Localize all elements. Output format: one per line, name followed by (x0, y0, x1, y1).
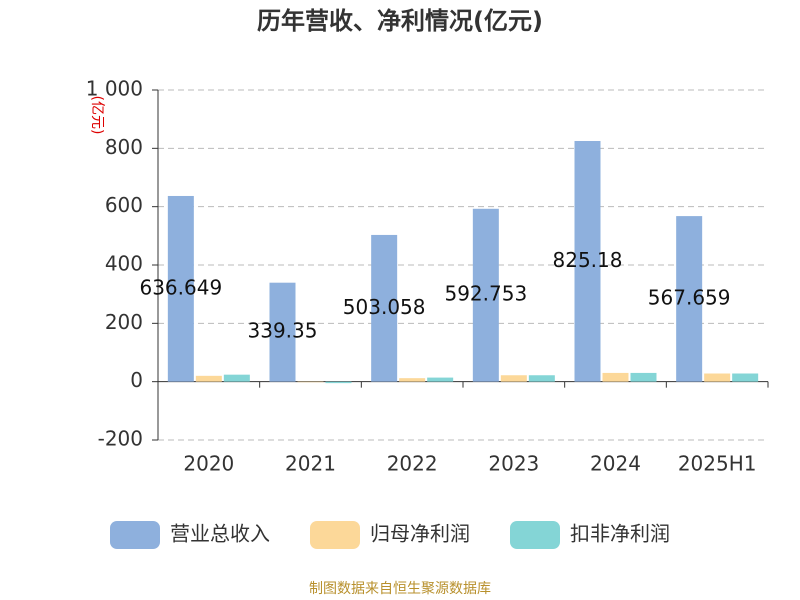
bar (371, 234, 398, 382)
x-tick-label: 2025H1 (678, 452, 757, 476)
bar (574, 140, 601, 382)
bar (195, 375, 222, 382)
bar (427, 377, 454, 382)
y-tick-label: -200 (98, 427, 143, 451)
y-tick-label: 400 (105, 252, 143, 276)
y-tick-label: 600 (105, 193, 143, 217)
bar (732, 373, 759, 382)
y-tick-label: 1 000 (86, 77, 143, 101)
data-label: 503.058 (343, 295, 426, 319)
bar (704, 373, 731, 382)
y-tick-label: 200 (105, 310, 143, 334)
data-label: 636.649 (139, 275, 222, 299)
bar (399, 378, 426, 382)
bar (223, 374, 250, 382)
legend-label: 营业总收入 (170, 522, 270, 546)
bar (472, 208, 499, 382)
data-label: 339.35 (248, 319, 318, 343)
chart-title: 历年营收、净利情况(亿元) (257, 7, 543, 35)
y-tick-label: 800 (105, 135, 143, 159)
x-tick-label: 2021 (285, 452, 336, 476)
x-tick-label: 2024 (590, 452, 641, 476)
source-note: 制图数据来自恒生聚源数据库 (309, 581, 491, 597)
bar (500, 375, 527, 382)
legend-swatch (510, 521, 560, 549)
bar (269, 282, 296, 382)
bar (528, 375, 555, 382)
x-tick-label: 2023 (488, 452, 539, 476)
bar (630, 372, 657, 382)
y-axis-label: (亿元) (89, 96, 105, 135)
legend-swatch (110, 521, 160, 549)
legend-label: 归母净利润 (370, 522, 470, 546)
legend-swatch (310, 521, 360, 549)
legend-label: 扣非净利润 (570, 522, 670, 546)
bar (297, 381, 324, 383)
x-tick-label: 2022 (387, 452, 438, 476)
data-label: 567.659 (648, 285, 731, 309)
x-tick-label: 2020 (183, 452, 234, 476)
bar (167, 195, 194, 382)
y-tick-label: 0 (130, 368, 143, 392)
bar (325, 381, 352, 384)
bar (676, 216, 703, 382)
bar (602, 372, 629, 382)
data-label: 592.753 (444, 282, 527, 306)
data-label: 825.18 (553, 248, 623, 272)
